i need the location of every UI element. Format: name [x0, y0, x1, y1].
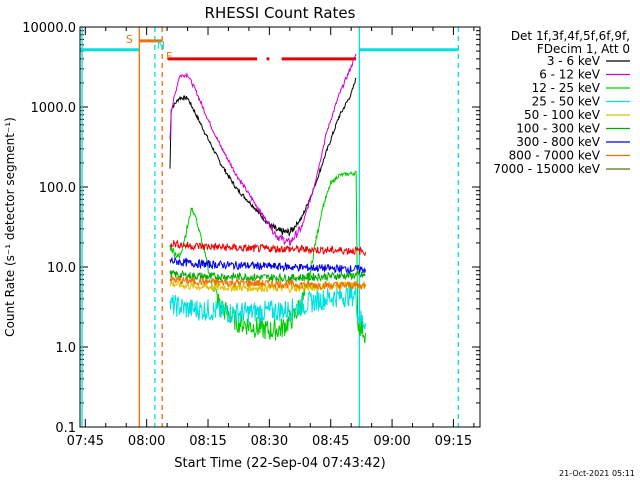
plot-frame [79, 26, 481, 428]
footer-timestamp: 21-Oct-2021 05:11 [559, 469, 635, 478]
annotation-label: N [157, 39, 165, 52]
y-tick-label: 1.0 [55, 341, 76, 356]
series-line [169, 275, 366, 291]
legend-entry-label: 800 - 7000 keV [509, 149, 601, 163]
series-group [169, 53, 366, 344]
x-tick-label: 07:45 [67, 434, 104, 449]
flag-bars [80, 39, 459, 61]
legend-entry-label: 3 - 6 keV [547, 54, 601, 68]
legend-entry-label: 100 - 300 keV [516, 122, 600, 136]
legend-header-line: FDecim 1, Att 0 [537, 42, 630, 56]
series-line [169, 77, 357, 237]
y-tick-label: 1000.0 [31, 101, 77, 116]
legend-entry-label: 25 - 50 keV [532, 95, 601, 109]
annotation-group: S NF [126, 33, 173, 63]
y-tick-label: 0.1 [55, 421, 76, 436]
x-tick-label: 08:00 [128, 434, 165, 449]
x-tick-label: 08:45 [312, 434, 349, 449]
series-line [169, 53, 357, 246]
y-axis-label: Count Rate (s⁻¹ detector segment⁻¹) [3, 117, 17, 337]
legend-entry-label: 7000 - 15000 keV [493, 162, 600, 176]
annotation-label: S [126, 33, 133, 46]
x-tick-label: 09:15 [435, 434, 472, 449]
x-tick-label: 08:30 [251, 434, 288, 449]
legend-entry-label: 300 - 800 keV [516, 135, 600, 149]
series-line [169, 256, 366, 274]
series-line [169, 269, 366, 283]
axes-group: 0.1 1.0 10.0 100.0 1000.0 10000.0 07:45 08:00 08… [22, 21, 480, 449]
annotation-label: F [166, 50, 172, 63]
x-tick-label: 09:00 [373, 434, 410, 449]
chart-title: RHESSI Count Rates [205, 4, 356, 22]
series-line [169, 240, 366, 257]
y-tick-label: 10000.0 [22, 21, 76, 36]
series-line [169, 284, 366, 330]
legend-entry-label: 6 - 12 keV [539, 68, 601, 82]
legend-entry-label: 50 - 100 keV [524, 108, 601, 122]
y-tick-label: 10.0 [47, 261, 76, 276]
x-tick-label: 08:15 [189, 434, 226, 449]
time-markers [81, 27, 459, 427]
legend-header-line: Det 1f,3f,4f,5f,6f,9f, [511, 29, 630, 43]
x-axis-label: Start Time (22-Sep-04 07:43:42) [174, 456, 385, 471]
y-tick-label: 100.0 [39, 181, 76, 196]
legend-entry-label: 12 - 25 keV [532, 81, 601, 95]
legend: Det 1f,3f,4f,5f,6f,9f,FDecim 1, Att 03 -… [493, 29, 630, 176]
